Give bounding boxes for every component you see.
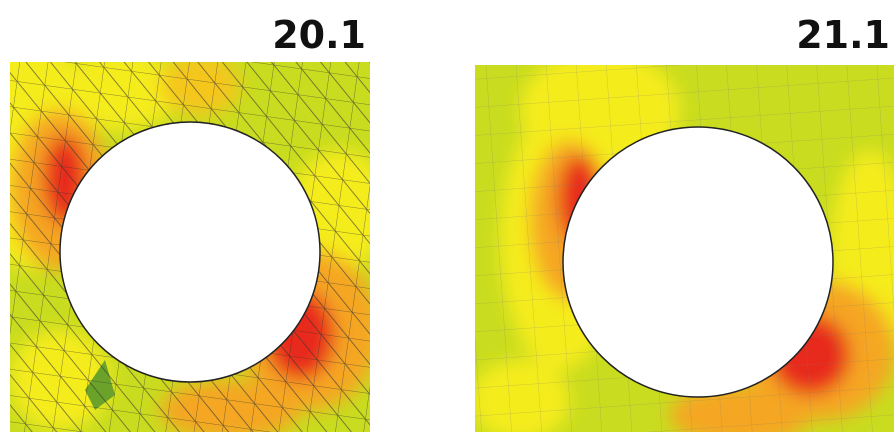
hole [563, 127, 833, 397]
hole [60, 122, 320, 382]
panel-label: 20.1 [272, 13, 366, 57]
panel-label: 21.1 [796, 13, 890, 57]
figure: 20.1 21.1 [0, 0, 894, 432]
